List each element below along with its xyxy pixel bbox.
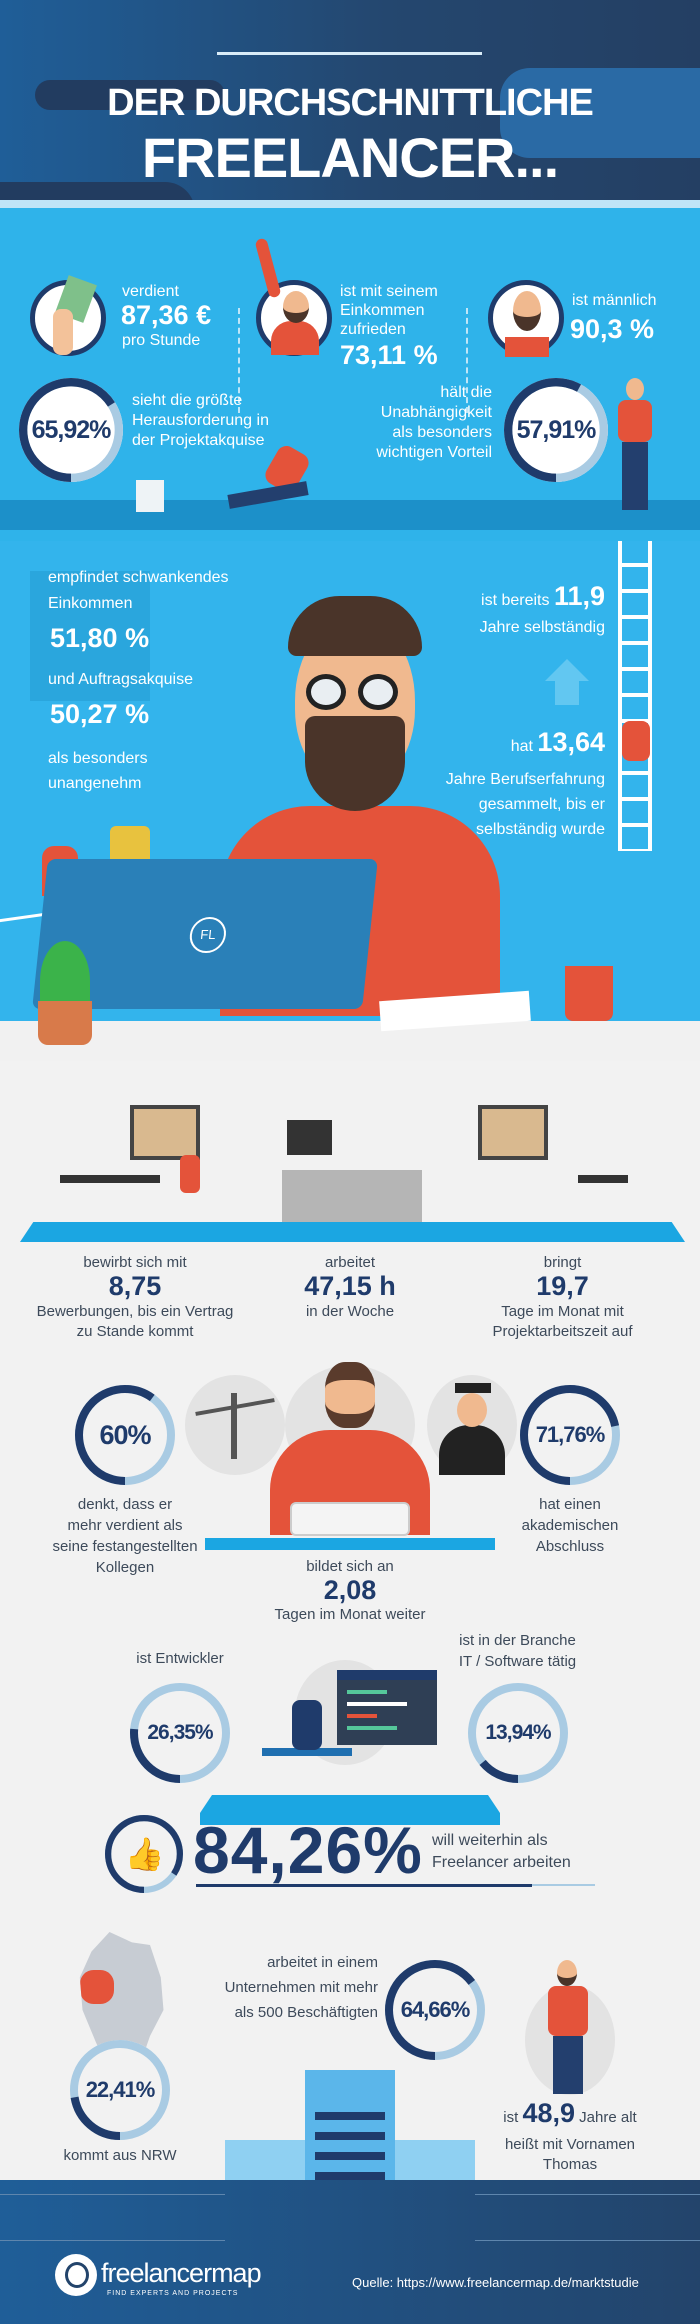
academic-label: hat einen akademischen Abschluss xyxy=(521,1496,619,1555)
earns-more-label: denkt, dass er mehr verdient als seine fes… xyxy=(52,1496,198,1576)
company-ring: 64,66% xyxy=(385,1960,485,2060)
thomas-figure xyxy=(543,1960,593,2095)
project-days-stat: bringt 19,7 Tage im Monat mit Projektarb… xyxy=(492,1254,633,1340)
acquisition-challenge-label: sieht die größte Herausforderung in der Pr… xyxy=(132,392,269,449)
scale-icon xyxy=(185,1375,285,1475)
cheering-man-icon xyxy=(256,280,332,356)
mug-icon xyxy=(565,966,613,1021)
header: DER DURCHSCHNITTLICHE FREELANCER... xyxy=(0,0,700,272)
thumbs-up-ring: 👍 xyxy=(105,1815,183,1893)
stats-section: verdient 87,36 € pro Stunde ist mit sein… xyxy=(0,208,700,541)
document-icon xyxy=(136,480,164,512)
age-stat: ist 48,9 Jahre alt xyxy=(503,2098,637,2128)
nrw-label: kommt aus NRW xyxy=(63,2147,177,2164)
code-window-icon xyxy=(337,1670,437,1745)
developer-platform xyxy=(200,1795,500,1825)
bearded-man-icon xyxy=(488,280,564,357)
graduate-icon xyxy=(427,1375,517,1475)
ring-progress xyxy=(504,378,608,482)
years-self-employed-label: Jahre selbständig xyxy=(479,619,605,636)
ring-progress xyxy=(70,2040,170,2140)
male-label: ist männlich xyxy=(572,292,657,309)
nrw-ring: 22,41% xyxy=(70,2040,170,2140)
ring-progress xyxy=(468,1683,568,1783)
money-hand-icon xyxy=(30,275,106,356)
footer: freelancermap FIND EXPERTS AND PROJECTS … xyxy=(0,2180,700,2324)
ring-progress xyxy=(105,1815,183,1893)
reading-table xyxy=(205,1538,495,1550)
continue-label: will weiterhin als Freelancer arbeiten xyxy=(432,1832,571,1871)
ring-progress xyxy=(130,1683,230,1783)
ring-gauge xyxy=(385,1960,485,2060)
reading-man-illustration xyxy=(255,1362,445,1542)
ring-gauge xyxy=(504,378,608,482)
experience-label: Jahre Berufserfahrung gesammelt, bis er se… xyxy=(445,771,605,838)
developer-ring: 26,35% xyxy=(130,1683,230,1783)
income-mid-label: und Auftragsakquise xyxy=(48,671,193,688)
source-link[interactable]: Quelle: https://www.freelancermap.de/mar… xyxy=(352,2275,639,2290)
continue-value: 84,26% xyxy=(193,1813,423,1887)
applications-stat: bewirbt sich mit 8,75 Bewerbungen, bis e… xyxy=(36,1254,234,1340)
company-label: arbeitet in einem Unternehmen mit mehr als… xyxy=(224,1954,378,2021)
up-arrow-icon xyxy=(545,659,589,681)
acquisition-value: 50,27 % xyxy=(50,699,150,729)
years-self-employed: ist bereits 11,9 xyxy=(481,581,605,611)
climbing-man-icon xyxy=(622,721,650,761)
ring-gauge xyxy=(75,1385,175,1485)
weekly-hours-stat: arbeitet 47,15 h in der Woche xyxy=(304,1254,396,1320)
hourly-rate-value: 87,36 € xyxy=(121,300,212,330)
logo-tagline: FIND EXPERTS AND PROJECTS xyxy=(107,2290,239,2297)
page-title-line1: DER DURCHSCHNITTLICHE xyxy=(107,82,594,124)
standing-man-icon xyxy=(612,378,658,513)
desk-illustration-3 xyxy=(478,1105,628,1225)
fluctuating-income-value: 51,80 % xyxy=(50,623,150,653)
hero-section: empfindet schwankendes Einkommen 51,80 % … xyxy=(0,541,700,1061)
ring-gauge xyxy=(70,2040,170,2140)
thumbs-up-icon: 👍 xyxy=(124,1836,165,1872)
desk-illustration-2 xyxy=(282,1120,422,1225)
floor-strip xyxy=(20,1222,685,1242)
ring-progress xyxy=(75,1385,175,1485)
freelancermap-logo[interactable]: freelancermap FIND EXPERTS AND PROJECTS xyxy=(55,2252,265,2302)
logo-text: freelancermap xyxy=(101,2258,262,2288)
ladder-icon xyxy=(618,541,652,851)
income-text: empfindet schwankendes Einkommen xyxy=(48,569,229,612)
it-branch-label: ist in der Branche IT / Software tätig xyxy=(458,1632,577,1670)
title-rule xyxy=(217,52,482,55)
academic-ring: 71,76% xyxy=(520,1385,620,1485)
continue-bar xyxy=(196,1884,595,1887)
independence-label: hält die Unabhängigkeit als besonders wicht… xyxy=(376,384,492,461)
developer-label: ist Entwickler xyxy=(136,1650,224,1667)
ring-gauge xyxy=(520,1385,620,1485)
satisfaction-value: 73,11 % xyxy=(340,340,438,370)
acquisition-challenge-ring: 65,92% xyxy=(19,378,123,482)
it-branch-ring: 13,94% xyxy=(468,1683,568,1783)
ring-progress xyxy=(385,1960,485,2060)
laptop-logo: FL xyxy=(188,917,228,953)
globe-logo-icon xyxy=(55,2254,97,2296)
hourly-rate-label: verdient xyxy=(122,283,179,300)
unpleasant-label: als besonders unangenehm xyxy=(48,750,148,792)
ring-gauge xyxy=(130,1683,230,1783)
developer-desk xyxy=(262,1748,352,1756)
experience-value-row: hat 13,64 xyxy=(510,727,605,757)
ring-progress xyxy=(19,378,123,482)
ring-progress xyxy=(520,1385,620,1485)
developer-figure xyxy=(292,1700,322,1750)
ring-gauge xyxy=(19,378,123,482)
page-title-line2: FREELANCER... xyxy=(141,126,559,189)
ring-gauge xyxy=(105,1815,183,1893)
training-stat: bildet sich an 2,08 Tagen im Monat weite… xyxy=(274,1558,426,1623)
satisfaction-label: ist mit seinem Einkommen zufrieden xyxy=(340,283,438,338)
earns-more-ring: 60% xyxy=(75,1385,175,1485)
male-value: 90,3 % xyxy=(570,314,655,344)
ring-gauge xyxy=(468,1683,568,1783)
hourly-rate-unit: pro Stunde xyxy=(122,332,201,349)
desk-illustration-1 xyxy=(60,1105,210,1225)
independence-ring: 57,91% xyxy=(504,378,608,482)
name-label: heißt mit Vornamen Thomas xyxy=(504,2136,636,2173)
